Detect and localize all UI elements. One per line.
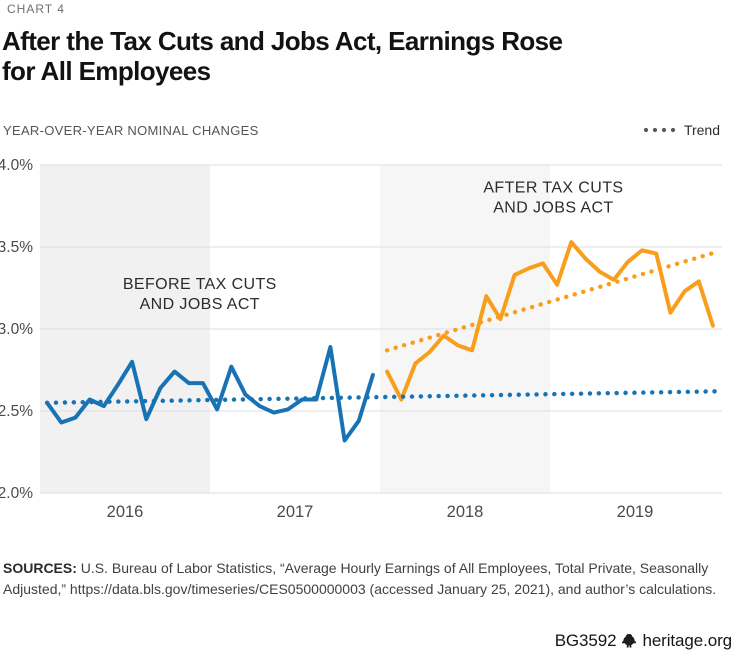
trend-legend-label: Trend xyxy=(683,122,720,138)
footer-brand: BG3592 heritage.org xyxy=(555,631,732,651)
annotation-after-line-2: AND JOBS ACT xyxy=(493,199,613,216)
y-axis-label-3.5%: 3.5% xyxy=(0,239,33,256)
trend-line-after xyxy=(384,249,720,353)
annotation-after-line-1: AFTER TAX CUTS xyxy=(483,179,623,196)
sources-line-1: SOURCES: U.S. Bureau of Labor Statistics… xyxy=(3,560,709,576)
chart-kicker: YEAR-OVER-YEAR NOMINAL CHANGES xyxy=(3,122,259,138)
x-axis-label-2017: 2017 xyxy=(277,503,314,521)
heritage-bell-icon xyxy=(622,634,637,648)
y-axis-label-4.0%: 4.0% xyxy=(0,157,33,174)
series-line-before xyxy=(45,345,375,443)
y-axis-label-3.0%: 3.0% xyxy=(0,321,33,338)
series-line-after xyxy=(385,240,715,402)
sources-note: SOURCES: U.S. Bureau of Labor Statistics… xyxy=(3,558,732,600)
annotation-before-line-2: AND JOBS ACT xyxy=(140,296,260,313)
x-axis-label-2018: 2018 xyxy=(447,503,484,521)
trend-legend: Trend xyxy=(643,122,720,138)
annotation-before-line-1: BEFORE TAX CUTS xyxy=(123,276,277,293)
sources-label: SOURCES: xyxy=(3,560,77,576)
y-axis-label-2.0%: 2.0% xyxy=(0,485,33,502)
site-name: heritage.org xyxy=(642,631,732,650)
line-chart: 4.0% 3.5% 3.0% 2.5% 2.0% 2016 2017 2018 2019 BEFO… xyxy=(0,157,722,521)
y-axis-label-2.5%: 2.5% xyxy=(0,403,33,420)
page-title-line-2: for All Employees xyxy=(2,56,211,86)
sources-line-2: Adjusted,” https://data.bls.gov/timeseri… xyxy=(3,581,717,597)
x-axis-label-2016: 2016 xyxy=(107,503,144,521)
subheader-row: YEAR-OVER-YEAR NOMINAL CHANGES Trend xyxy=(3,122,720,138)
chart-number-eyebrow: CHART 4 xyxy=(7,2,65,16)
page-title: After the Tax Cuts and Jobs Act, Earning… xyxy=(2,26,702,86)
document-id: BG3592 xyxy=(554,631,617,650)
page-title-line-1: After the Tax Cuts and Jobs Act, Earning… xyxy=(2,26,563,56)
trend-dots-icon xyxy=(643,127,676,133)
x-axis-label-2019: 2019 xyxy=(617,503,654,521)
